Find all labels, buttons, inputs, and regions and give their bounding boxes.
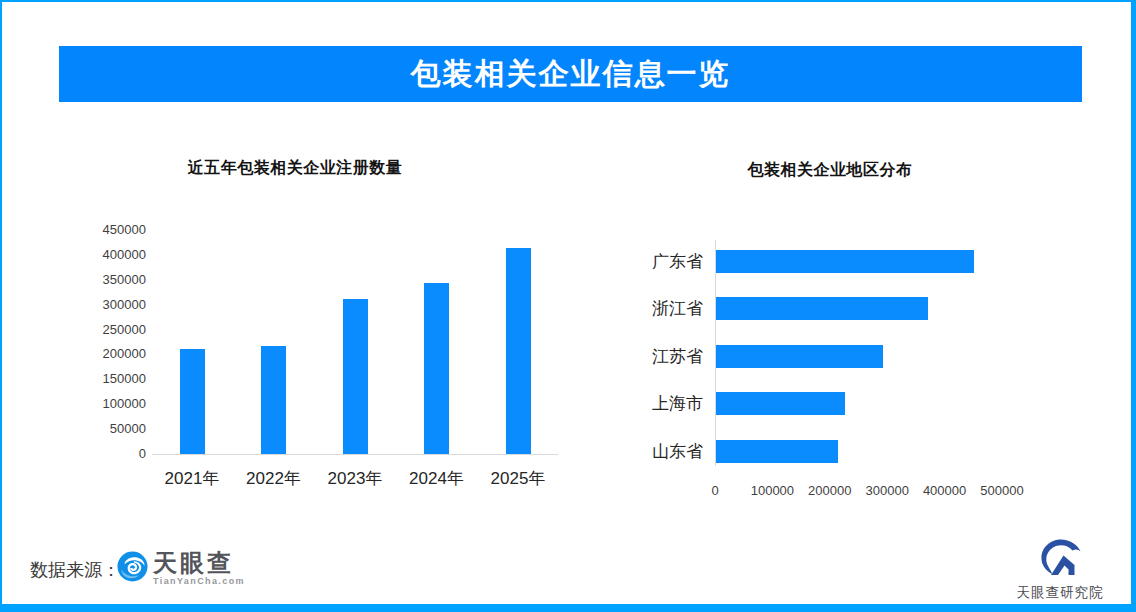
tianyancha-logo-icon xyxy=(117,551,148,586)
left-chart-ytick: 0 xyxy=(84,446,146,462)
right-chart-bar xyxy=(716,440,838,463)
right-chart-category-label: 江苏省 xyxy=(603,346,703,367)
left-chart-ytick: 100000 xyxy=(84,396,146,412)
left-chart-ytick: 200000 xyxy=(84,346,146,362)
page-border-right xyxy=(1131,0,1136,612)
left-chart-bar xyxy=(424,283,449,454)
left-chart-category-label: 2022年 xyxy=(229,468,319,489)
right-chart-bar xyxy=(716,250,974,273)
left-chart-ytick: 350000 xyxy=(84,272,146,288)
left-chart-ytick: 300000 xyxy=(84,297,146,313)
page-border-top xyxy=(0,0,1136,2)
right-chart-bar xyxy=(716,345,883,368)
tianyancha-logo-domain: TianYanCha.com xyxy=(153,576,245,586)
tianyancha-logo: 天眼查 TianYanCha.com xyxy=(117,551,245,586)
right-chart-category-label: 山东省 xyxy=(603,441,703,462)
left-chart-bar xyxy=(343,299,368,454)
right-chart-category-label: 上海市 xyxy=(603,393,703,414)
title-banner: 包装相关企业信息一览 xyxy=(59,46,1082,102)
tianyancha-logo-name: 天眼查 xyxy=(153,551,245,575)
left-chart-category-label: 2023年 xyxy=(310,468,400,489)
research-institute-logo-name: 天眼查研究院 xyxy=(1002,584,1118,602)
left-chart-bar xyxy=(261,346,286,454)
infographic-page: 包装相关企业信息一览 近五年包装相关企业注册数量 包装相关企业地区分布 4500… xyxy=(0,0,1136,612)
tianyancha-logo-texts: 天眼查 TianYanCha.com xyxy=(153,551,245,586)
research-institute-logo: 天眼查研究院 xyxy=(1002,538,1118,602)
research-institute-logo-icon xyxy=(1038,564,1082,581)
data-source-label: 数据来源： xyxy=(30,558,120,582)
left-chart-bar xyxy=(506,248,531,454)
page-border-left xyxy=(0,0,2,612)
right-chart-title: 包装相关企业地区分布 xyxy=(700,160,960,181)
right-chart-xtick: 500000 xyxy=(967,483,1037,499)
right-chart-bar xyxy=(716,297,928,320)
right-chart-category-label: 广东省 xyxy=(603,251,703,272)
page-border-bottom xyxy=(0,604,1136,612)
right-chart-bar xyxy=(716,392,845,415)
right-chart-category-label: 浙江省 xyxy=(603,298,703,319)
left-chart-category-label: 2021年 xyxy=(147,468,237,489)
left-chart-ytick: 50000 xyxy=(84,421,146,437)
left-chart-ytick: 150000 xyxy=(84,371,146,387)
left-chart-category-label: 2024年 xyxy=(392,468,482,489)
left-chart-title: 近五年包装相关企业注册数量 xyxy=(150,158,440,179)
left-chart-baseline xyxy=(152,454,558,455)
page-title: 包装相关企业信息一览 xyxy=(411,54,731,95)
left-chart-category-label: 2025年 xyxy=(473,468,563,489)
left-chart-ytick: 250000 xyxy=(84,322,146,338)
left-chart-ytick: 400000 xyxy=(84,247,146,263)
left-chart-ytick: 450000 xyxy=(84,222,146,238)
left-chart-bar xyxy=(180,349,205,454)
